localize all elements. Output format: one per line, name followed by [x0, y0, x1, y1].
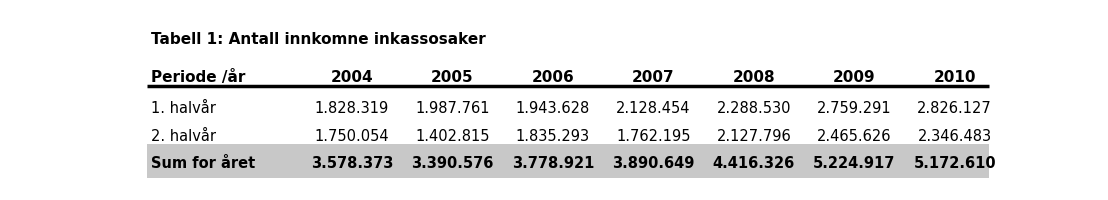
Text: 3.778.921: 3.778.921 [512, 156, 594, 171]
Text: 2009: 2009 [833, 70, 875, 85]
Text: 2.288.530: 2.288.530 [717, 101, 791, 116]
Text: 2004: 2004 [330, 70, 373, 85]
Text: 2006: 2006 [532, 70, 574, 85]
Text: 1.762.195: 1.762.195 [616, 129, 690, 144]
Text: 1.835.293: 1.835.293 [515, 129, 589, 144]
Text: 2.826.127: 2.826.127 [917, 101, 992, 116]
Text: 1.750.054: 1.750.054 [315, 129, 389, 144]
Text: 1.828.319: 1.828.319 [315, 101, 389, 116]
Text: Periode /år: Periode /år [152, 70, 246, 85]
Text: 5.172.610: 5.172.610 [913, 156, 996, 171]
Text: 2.465.626: 2.465.626 [817, 129, 892, 144]
Text: 2007: 2007 [632, 70, 675, 85]
Text: 1.987.761: 1.987.761 [416, 101, 490, 116]
Text: 2008: 2008 [732, 70, 776, 85]
Text: 1. halvår: 1. halvår [152, 101, 216, 116]
Text: 1.402.815: 1.402.815 [416, 129, 490, 144]
Text: 5.224.917: 5.224.917 [813, 156, 895, 171]
Text: 1.943.628: 1.943.628 [515, 101, 589, 116]
Text: 2.759.291: 2.759.291 [817, 101, 892, 116]
FancyBboxPatch shape [147, 144, 988, 178]
Text: Tabell 1: Antall innkomne inkassosaker: Tabell 1: Antall innkomne inkassosaker [152, 32, 486, 47]
Text: 2010: 2010 [933, 70, 976, 85]
Text: 2. halvår: 2. halvår [152, 129, 216, 144]
Text: 2.346.483: 2.346.483 [917, 129, 992, 144]
Text: 2005: 2005 [431, 70, 473, 85]
Text: 2.128.454: 2.128.454 [616, 101, 690, 116]
Text: 3.390.576: 3.390.576 [411, 156, 493, 171]
Text: 2.127.796: 2.127.796 [717, 129, 791, 144]
Text: Sum for året: Sum for året [152, 156, 256, 171]
Text: 3.578.373: 3.578.373 [310, 156, 393, 171]
Text: 4.416.326: 4.416.326 [712, 156, 794, 171]
Text: 3.890.649: 3.890.649 [612, 156, 695, 171]
